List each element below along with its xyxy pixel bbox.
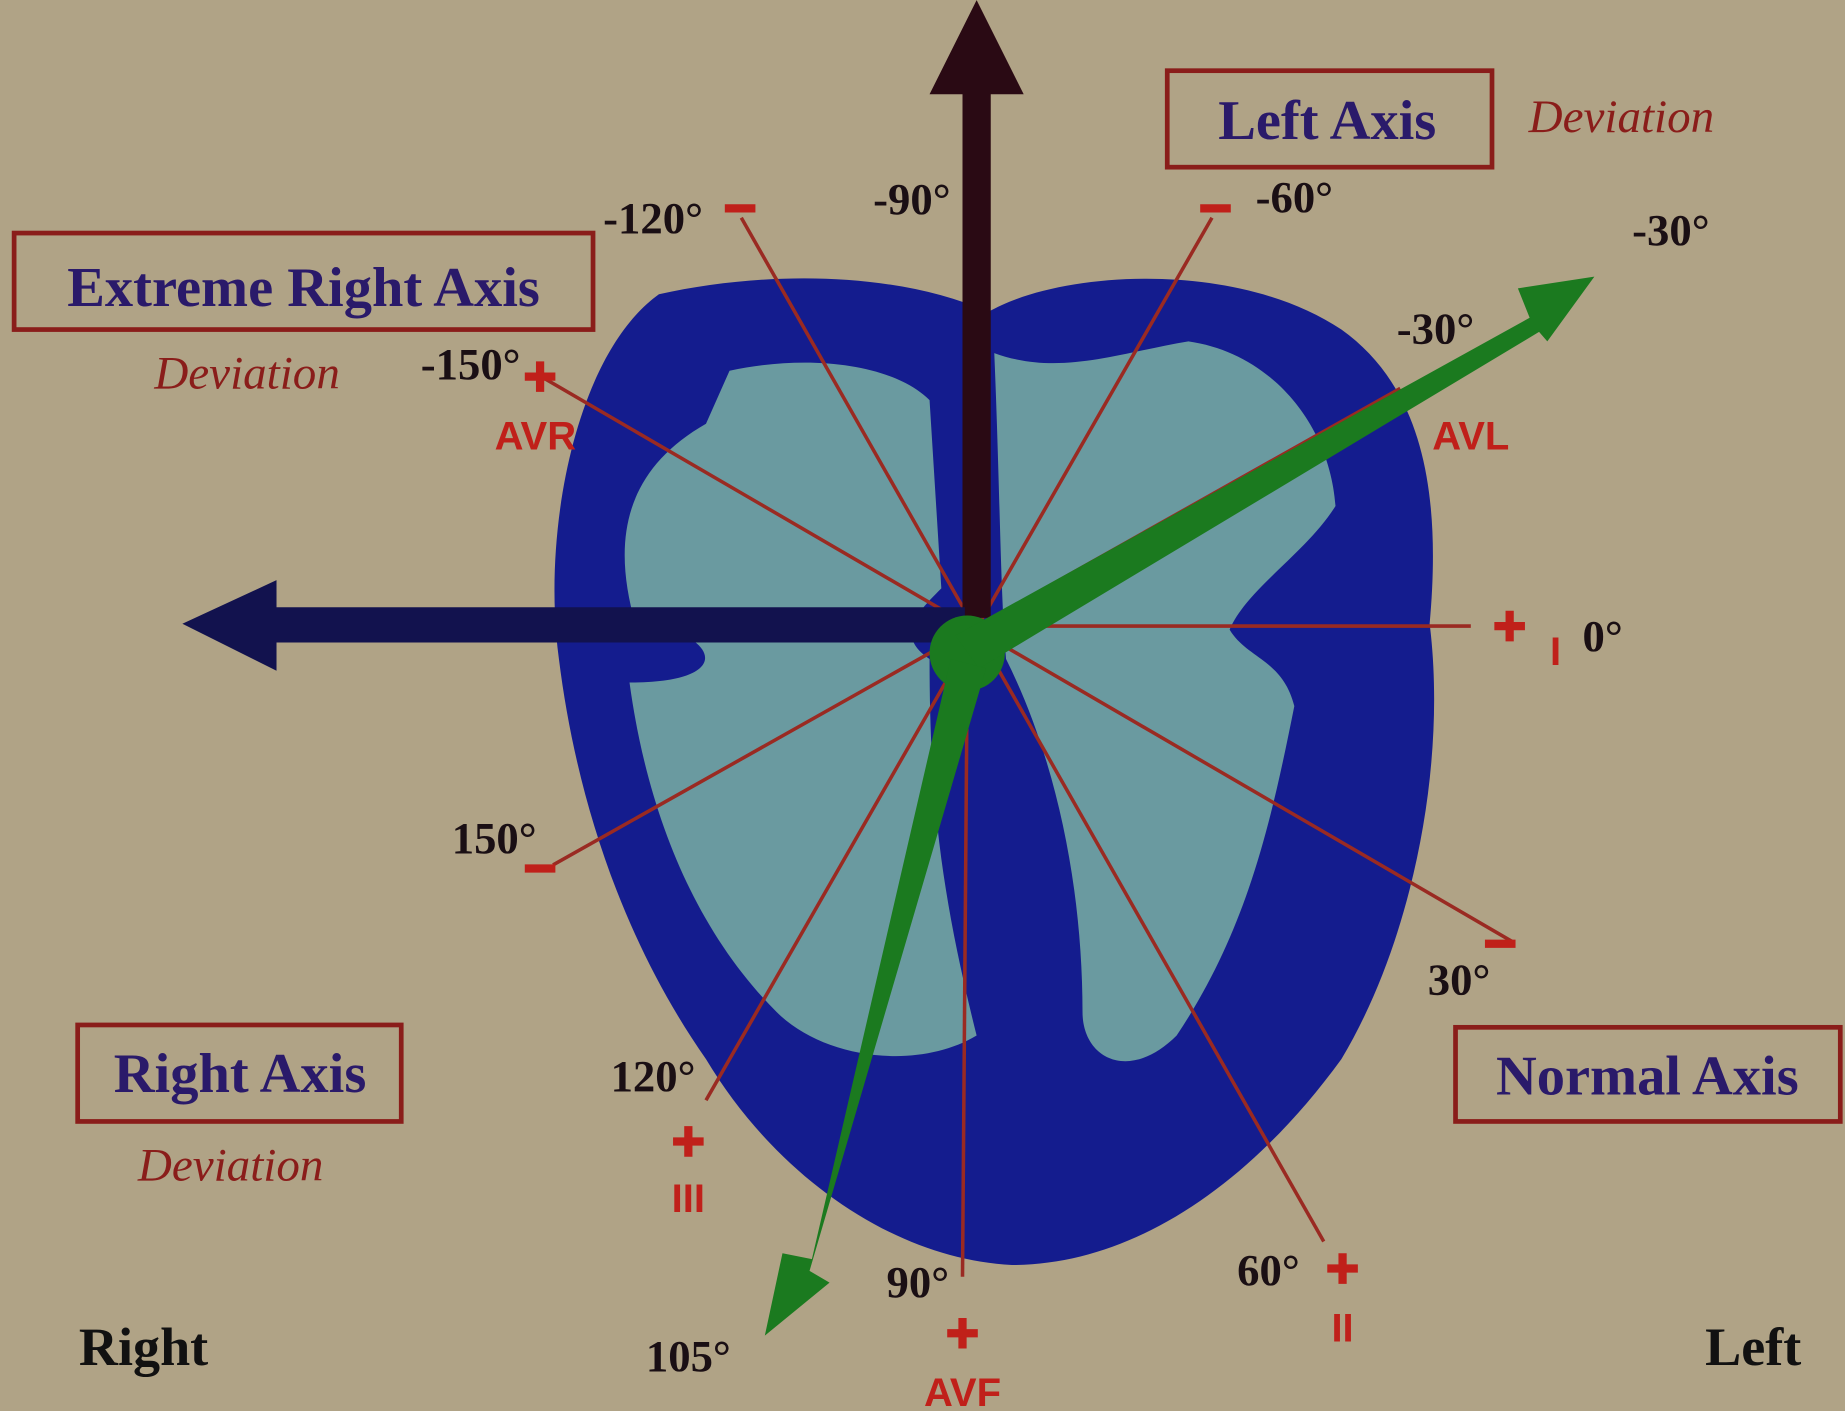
- signs: [524, 204, 1525, 1349]
- green-axis: [764, 276, 1595, 1336]
- lead-label: AVL: [1432, 415, 1509, 459]
- lead-line: [739, 216, 1326, 1243]
- lead-label: AVF: [924, 1371, 1001, 1411]
- boxes: [11, 68, 1843, 1124]
- lead-label: I: [1550, 630, 1561, 674]
- lead-label: AVR: [495, 415, 577, 459]
- angle-label: -30°: [1632, 205, 1709, 255]
- heart-inner-right: [994, 341, 1336, 1062]
- box-note: Deviation: [137, 1139, 324, 1191]
- lead-line: [540, 375, 1513, 943]
- angle-label: 0°: [1582, 611, 1622, 661]
- angle-label: 30°: [1428, 954, 1491, 1004]
- angle-label: 90°: [886, 1257, 949, 1307]
- angle-label: 105°: [646, 1331, 731, 1381]
- arrow-left: [182, 580, 965, 671]
- box-note: Deviation: [1528, 91, 1715, 143]
- angle-label: 60°: [1237, 1245, 1300, 1295]
- angle-label: -120°: [603, 193, 703, 243]
- lead-label: III: [672, 1177, 705, 1221]
- box-label: Right Axis: [114, 1043, 367, 1105]
- angle-label: -90°: [873, 174, 950, 224]
- angle-label: -60°: [1256, 172, 1333, 222]
- side-label: Left: [1705, 1317, 1801, 1377]
- box-label: Extreme Right Axis: [67, 257, 540, 319]
- side-label: Right: [79, 1317, 208, 1377]
- angle-label: -150°: [421, 339, 521, 389]
- lead-label: II: [1331, 1306, 1353, 1350]
- angle-label: -30°: [1397, 304, 1474, 354]
- heart-inner-left: [624, 362, 977, 1057]
- angle-label: 150°: [452, 813, 537, 863]
- arrow-up: [929, 0, 1024, 618]
- box-note: Deviation: [153, 347, 340, 399]
- box-label: Normal Axis: [1496, 1045, 1799, 1107]
- box-label: Left Axis: [1218, 90, 1436, 152]
- angle-label: 120°: [611, 1051, 696, 1101]
